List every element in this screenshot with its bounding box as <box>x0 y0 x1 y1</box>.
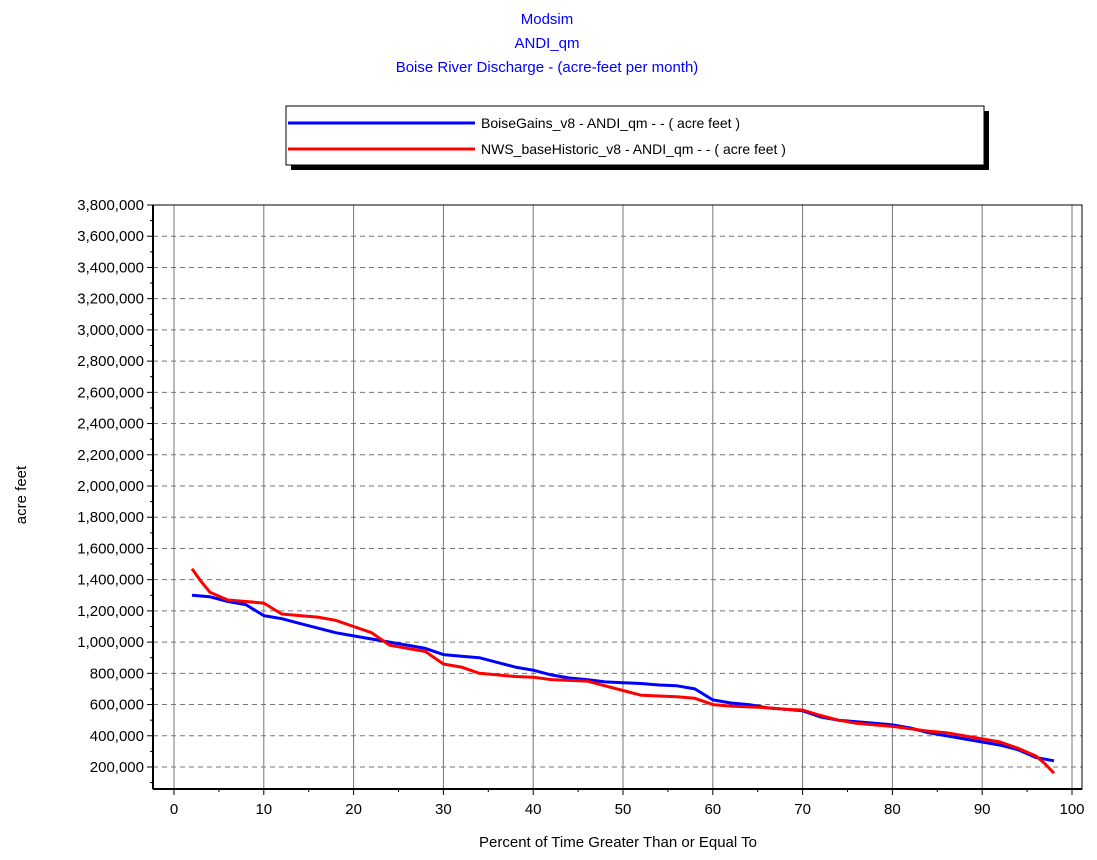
chart-subtitle-scenario: ANDI_qm <box>514 35 579 52</box>
y-tick-label: 400,000 <box>90 728 144 745</box>
y-tick-label: 1,200,000 <box>77 603 144 620</box>
legend-box <box>285 105 985 166</box>
x-tick-label: 20 <box>345 801 362 818</box>
y-tick-label: 2,800,000 <box>77 353 144 370</box>
legend-label-boise-gains: BoiseGains_v8 - ANDI_qm - - ( acre feet … <box>481 115 740 131</box>
y-tick-label: 800,000 <box>90 665 144 682</box>
legend: BoiseGains_v8 - ANDI_qm - - ( acre feet … <box>285 105 989 170</box>
y-axis-label: acre feet <box>13 465 30 524</box>
x-tick-label: 90 <box>974 801 991 818</box>
plot-background <box>153 205 1082 789</box>
series-line-nws-base-historic <box>190 567 1056 775</box>
x-tick-label: 80 <box>884 801 901 818</box>
y-axis-ticks: 200,000 400,000 600,000 800,000 1,000,000 1,2… <box>77 197 153 784</box>
y-tick-label: 2,200,000 <box>77 447 144 464</box>
legend-label-nws-base-historic: NWS_baseHistoric_v8 - ANDI_qm - - ( acre… <box>481 141 786 157</box>
x-tick-label: 0 <box>170 801 178 818</box>
y-tick-label: 3,400,000 <box>77 259 144 276</box>
chart-title: Modsim <box>521 11 574 28</box>
series <box>190 567 1056 775</box>
x-tick-label: 100 <box>1059 801 1084 818</box>
y-tick-label: 1,800,000 <box>77 509 144 526</box>
x-axis-label: Percent of Time Greater Than or Equal To <box>479 834 757 851</box>
x-tick-label: 60 <box>704 801 721 818</box>
y-tick-label: 3,000,000 <box>77 322 144 339</box>
y-tick-label: 3,800,000 <box>77 197 144 214</box>
y-tick-label: 1,600,000 <box>77 540 144 557</box>
y-tick-label: 1,400,000 <box>77 572 144 589</box>
x-tick-label: 40 <box>525 801 542 818</box>
y-tick-label: 200,000 <box>90 759 144 776</box>
chart-subtitle-description: Boise River Discharge - (acre-feet per m… <box>396 59 699 76</box>
y-tick-label: 2,000,000 <box>77 478 144 495</box>
x-tick-label: 50 <box>615 801 632 818</box>
y-tick-label: 2,600,000 <box>77 384 144 401</box>
x-tick-label: 10 <box>255 801 272 818</box>
y-tick-label: 1,000,000 <box>77 634 144 651</box>
y-tick-label: 600,000 <box>90 697 144 714</box>
y-tick-label: 2,400,000 <box>77 416 144 433</box>
x-axis-ticks: 0 10 20 30 40 50 60 70 80 90 100 <box>170 789 1085 818</box>
plot-area <box>152 204 1083 790</box>
y-tick-label: 3,200,000 <box>77 291 144 308</box>
x-tick-label: 70 <box>794 801 811 818</box>
x-tick-label: 30 <box>435 801 452 818</box>
y-tick-label: 3,600,000 <box>77 228 144 245</box>
